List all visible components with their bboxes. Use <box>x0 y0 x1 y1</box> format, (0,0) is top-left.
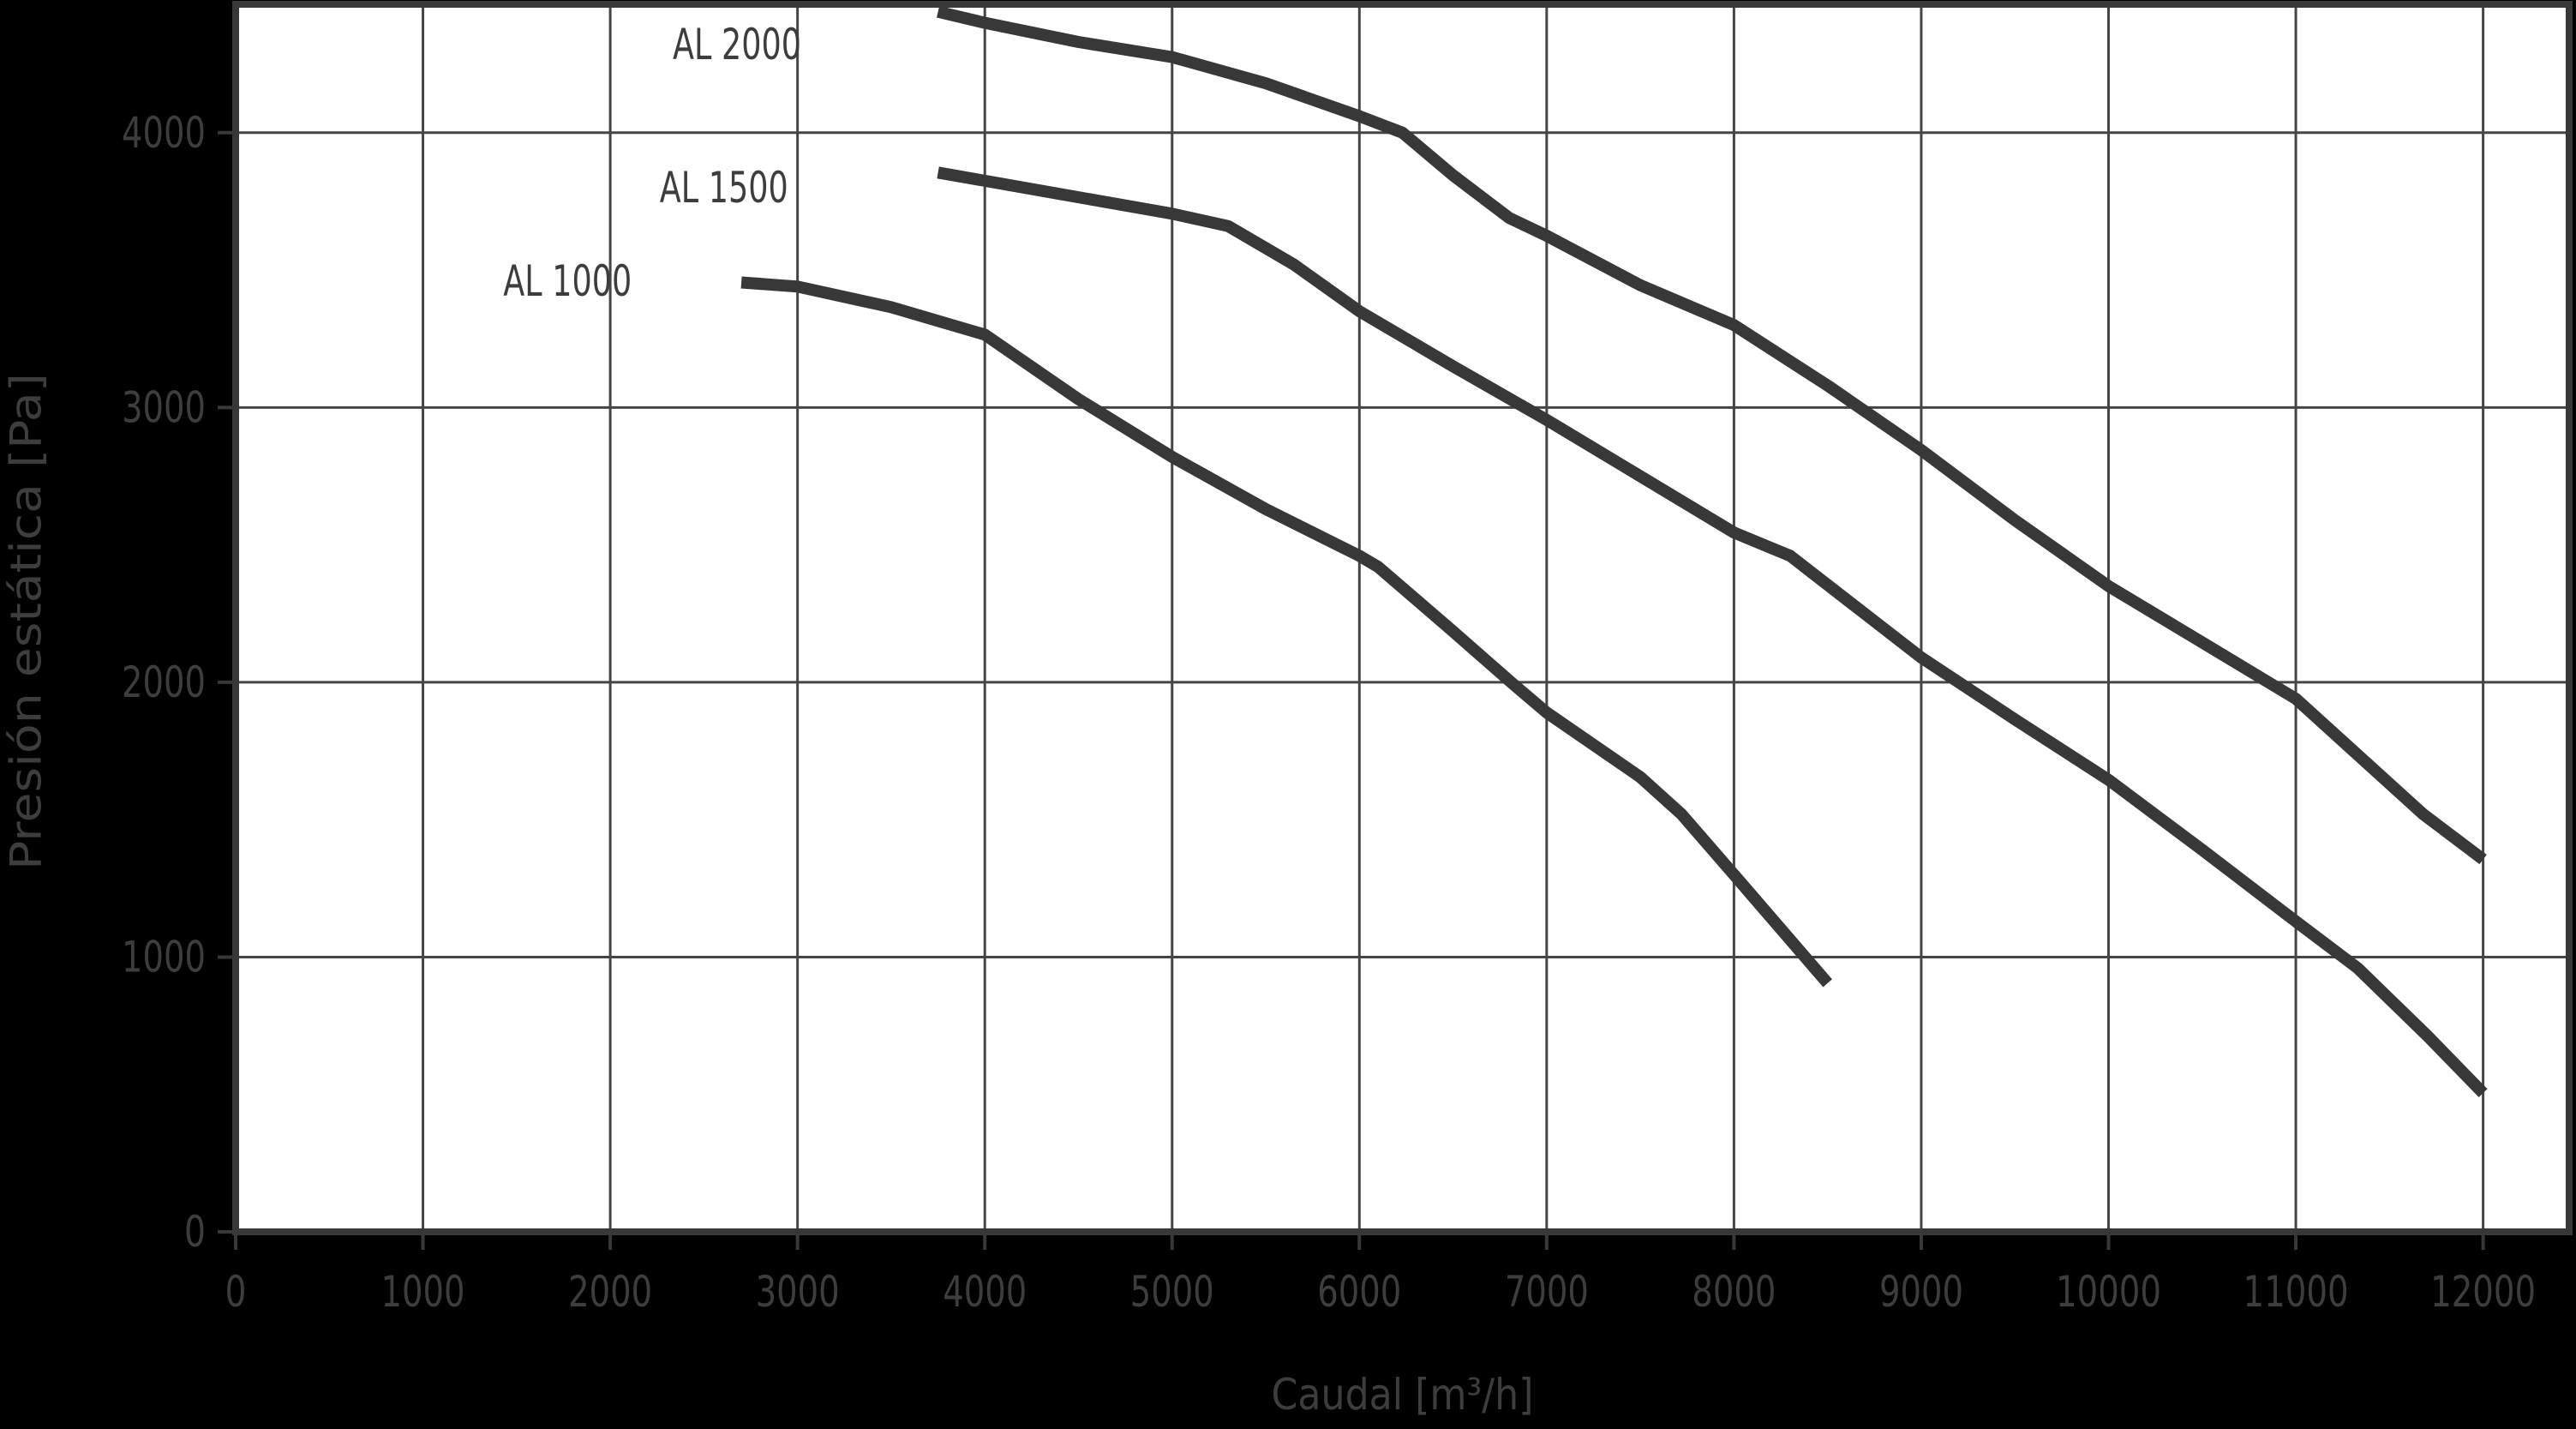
series-label-al-1000: AL 1000 <box>503 256 632 306</box>
x-tick-label-6000: 6000 <box>1317 1267 1401 1317</box>
x-tick-label-7000: 7000 <box>1505 1267 1589 1317</box>
x-tick-label-4000: 4000 <box>943 1267 1027 1317</box>
axis-titles: Caudal [m³/h] Presión estática [Pa] <box>2 373 1534 1420</box>
curve-al-2000 <box>936 5 2487 865</box>
plot-background <box>236 4 2569 1232</box>
data-curves <box>740 5 2488 1097</box>
series-labels: AL 2000 AL 1500 AL 1000 <box>503 20 801 306</box>
x-axis-title: Caudal [m³/h] <box>1272 1370 1534 1420</box>
x-tick-label-12000: 12000 <box>2430 1267 2536 1317</box>
y-tick-label-4000: 4000 <box>122 108 206 158</box>
y-axis-title: Presión estática [Pa] <box>2 373 51 870</box>
x-tick-label-1000: 1000 <box>381 1267 465 1317</box>
plot-border <box>232 1 2573 1235</box>
x-tick-label-8000: 8000 <box>1692 1267 1776 1317</box>
axis-ticks <box>218 130 2485 1250</box>
x-tick-label-5000: 5000 <box>1130 1267 1214 1317</box>
x-tick-label-2000: 2000 <box>568 1267 652 1317</box>
series-label-al-1500: AL 1500 <box>660 163 788 213</box>
series-label-al-2000: AL 2000 <box>673 20 801 69</box>
x-tick-label-0: 0 <box>225 1267 247 1317</box>
x-tick-label-3000: 3000 <box>756 1267 840 1317</box>
plot-area <box>236 4 2569 1232</box>
y-tick-label-0: 0 <box>184 1207 206 1257</box>
x-tick-label-10000: 10000 <box>2056 1267 2161 1317</box>
x-tick-label-11000: 11000 <box>2244 1267 2349 1317</box>
y-tick-label-2000: 2000 <box>122 657 206 707</box>
x-axis-tick-labels: 0 1000 2000 3000 4000 5000 6000 7000 8000 9000 100… <box>225 1267 2537 1317</box>
y-tick-label-3000: 3000 <box>122 382 206 432</box>
axes-frame <box>232 1 2573 1235</box>
y-axis-tick-labels: 0 1000 2000 3000 4000 <box>122 108 206 1257</box>
gridlines <box>239 8 2566 1228</box>
curve-al-1000 <box>740 276 1832 988</box>
y-tick-label-1000: 1000 <box>122 932 206 982</box>
x-tick-label-9000: 9000 <box>1879 1267 1963 1317</box>
curve-al-1500 <box>937 166 2488 1097</box>
